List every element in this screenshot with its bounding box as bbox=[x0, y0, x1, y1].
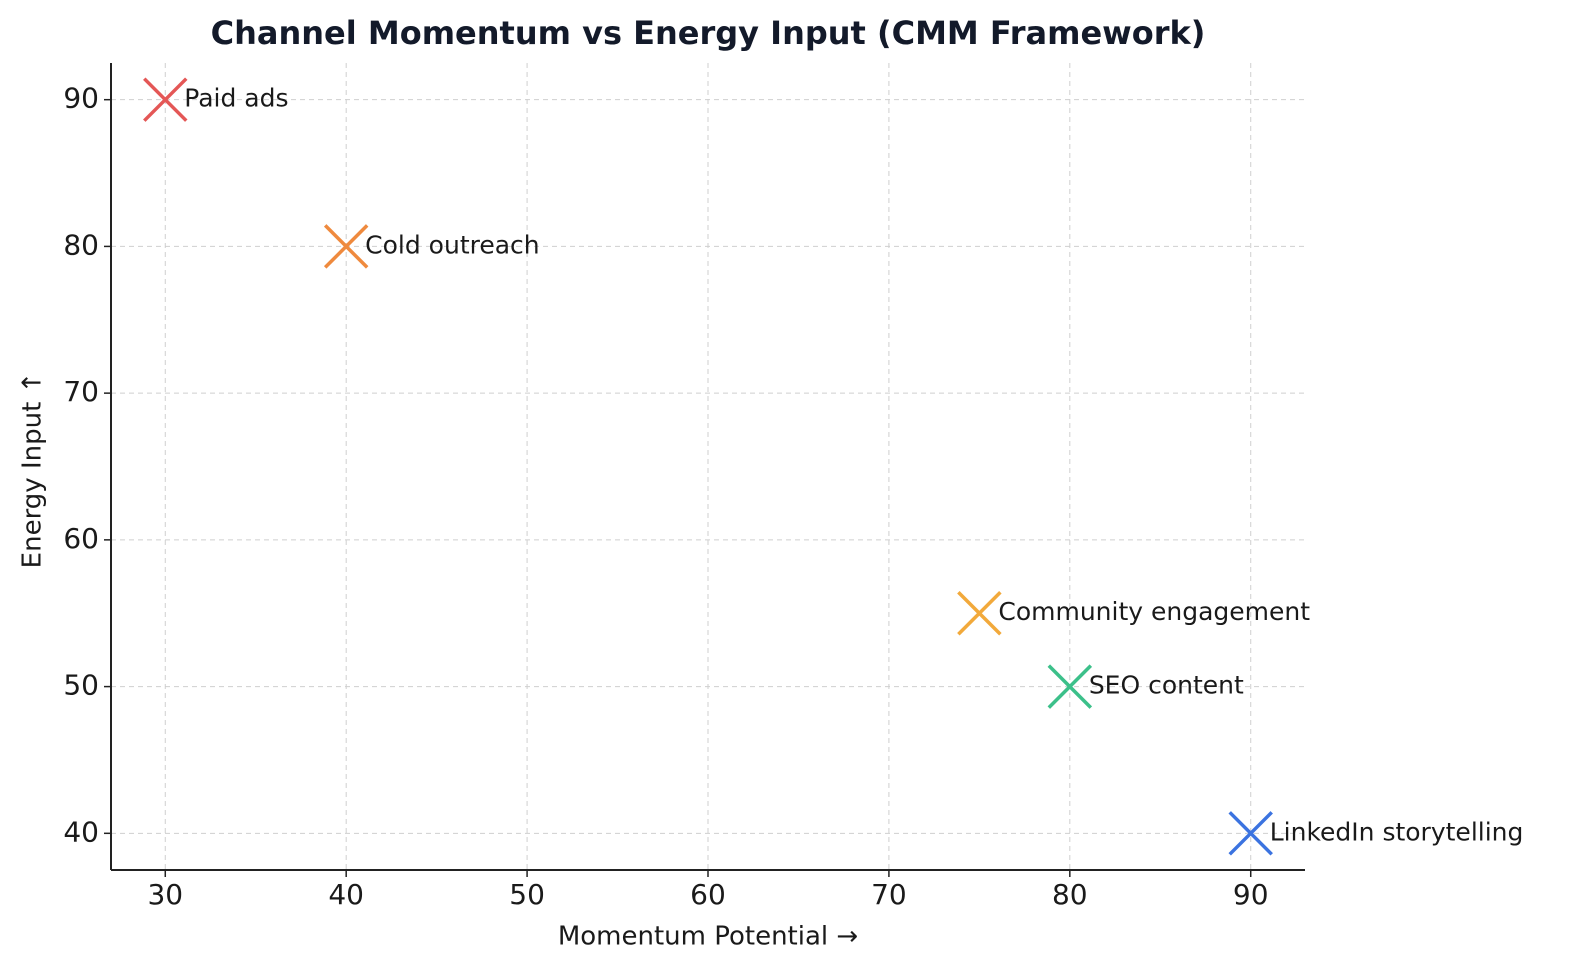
point-label: Community engagement bbox=[998, 597, 1310, 626]
point-label: LinkedIn storytelling bbox=[1270, 817, 1524, 846]
x-tick-label: 60 bbox=[690, 878, 726, 911]
x-tick-label: 80 bbox=[1052, 878, 1088, 911]
x-tick-label: 50 bbox=[509, 878, 545, 911]
y-axis-label: Energy Input ↑ bbox=[18, 372, 48, 569]
y-tick-label: 70 bbox=[63, 375, 99, 408]
x-tick-label: 90 bbox=[1233, 878, 1269, 911]
y-tick-label: 60 bbox=[63, 522, 99, 555]
y-tick-label: 90 bbox=[63, 82, 99, 115]
x-tick-label: 30 bbox=[147, 878, 183, 911]
x-tick-label: 70 bbox=[871, 878, 907, 911]
x-tick-label: 40 bbox=[328, 878, 364, 911]
point-label: SEO content bbox=[1089, 671, 1244, 700]
chart-title: Channel Momentum vs Energy Input (CMM Fr… bbox=[211, 14, 1206, 52]
x-axis-label: Momentum Potential → bbox=[558, 922, 858, 952]
point-marker bbox=[143, 77, 188, 122]
point-marker bbox=[1228, 811, 1273, 856]
point-marker bbox=[957, 590, 1002, 636]
y-tick-label: 50 bbox=[63, 669, 99, 702]
point-label: Paid ads bbox=[184, 84, 288, 113]
y-tick-label: 80 bbox=[63, 228, 99, 261]
y-tick-label: 40 bbox=[63, 815, 99, 848]
point-marker bbox=[323, 224, 369, 269]
point-label: Cold outreach bbox=[365, 230, 539, 259]
point-marker bbox=[1047, 664, 1093, 709]
